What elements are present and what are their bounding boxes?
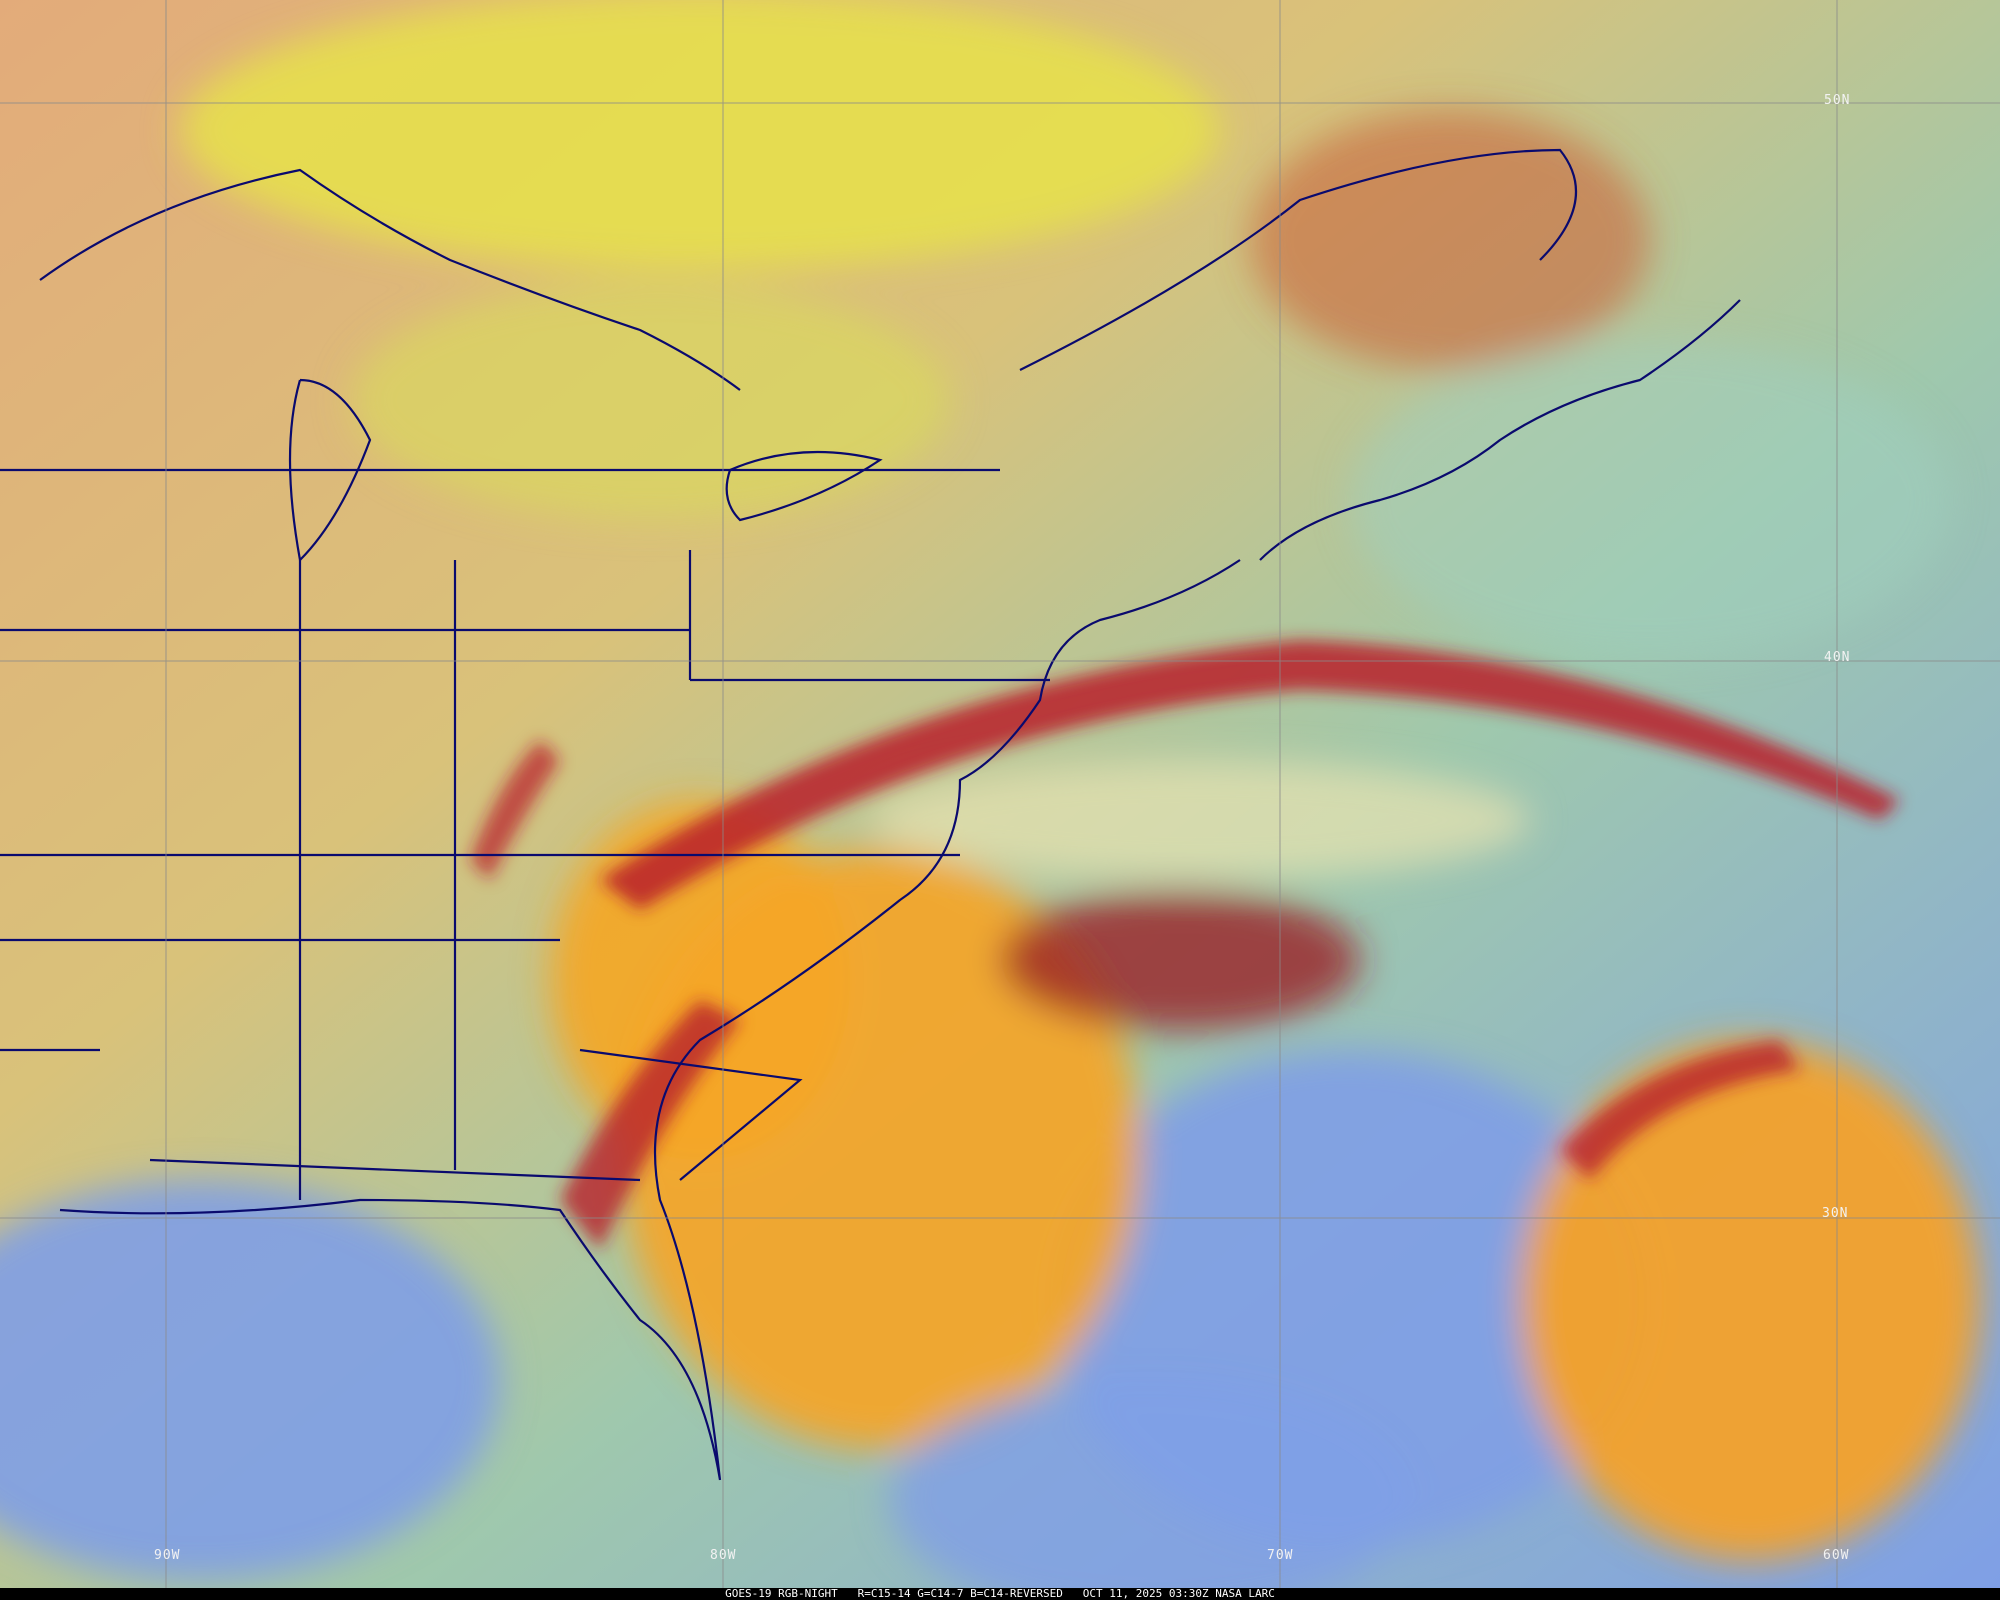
lat-label-30n: 30N (1822, 1206, 1849, 1221)
image-caption-bar: GOES-19 RGB-NIGHT R=C15-14 G=C14-7 B=C14… (0, 1588, 2000, 1600)
caption-product: RGB-NIGHT (778, 1587, 838, 1600)
lat-label-40n: 40N (1824, 650, 1851, 665)
coastlines-borders (0, 148, 1741, 1481)
caption-recipe: R=C15-14 G=C14-7 B=C14-REVERSED (857, 1587, 1063, 1600)
lon-label-70w: 70W (1267, 1548, 1294, 1563)
caption-satellite: GOES-19 (725, 1587, 772, 1600)
caption-datetime: OCT 11, 2025 03:30Z (1082, 1587, 1209, 1600)
lat-label-50n: 50N (1824, 93, 1851, 108)
lon-label-90w: 90W (154, 1548, 181, 1563)
cirrus-bands (470, 640, 1900, 1250)
caption-credit: NASA LARC (1215, 1587, 1275, 1600)
lon-label-80w: 80W (710, 1548, 737, 1563)
lon-label-60w: 60W (1823, 1548, 1850, 1563)
